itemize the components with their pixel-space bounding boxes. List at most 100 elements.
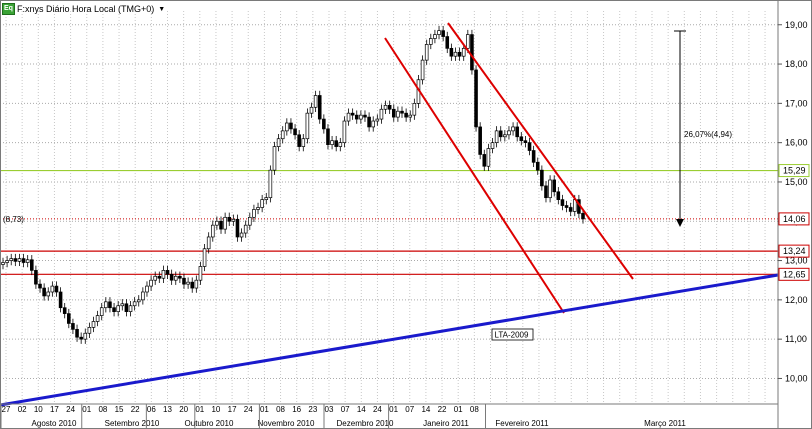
candle-body <box>62 307 67 314</box>
candle-body <box>309 106 314 114</box>
candle-body <box>252 209 256 218</box>
candle-body <box>511 126 515 132</box>
candle-body <box>75 328 79 338</box>
y-tick-label: 15,00 <box>785 177 808 187</box>
candle-body <box>507 130 511 136</box>
candle-body <box>136 299 141 303</box>
candle-body <box>95 315 100 322</box>
candle-body <box>560 199 565 206</box>
price-badge-text: 13,24 <box>783 246 806 256</box>
candle-body <box>445 36 450 49</box>
x-tick-label: 01 <box>454 405 463 414</box>
x-tick-label: 24 <box>66 405 75 414</box>
candle-body <box>30 259 34 271</box>
drawings: 26,07%(4,94) LTA-2009 (8,73) <box>0 22 779 407</box>
candle-body <box>404 112 408 118</box>
candle-body <box>375 118 380 122</box>
candle-body <box>498 130 503 138</box>
candle-body <box>568 207 573 212</box>
candle-body <box>21 258 26 263</box>
candle-body <box>285 122 289 132</box>
candle-body <box>206 236 211 250</box>
price-badge <box>778 244 810 258</box>
candle-body <box>371 120 376 128</box>
month-label: Outubro 2010 <box>185 419 234 428</box>
chart-title-bar[interactable]: Eq F:xnys Diário Hora Local (TMG+0) ▼ <box>2 2 165 16</box>
candle-body <box>108 301 112 309</box>
candle-body <box>124 303 129 312</box>
candle-body <box>466 34 470 49</box>
candle-body <box>297 134 301 147</box>
candle-body <box>437 30 441 35</box>
candle-body <box>38 283 42 289</box>
candle-body <box>46 291 51 297</box>
candle-body <box>453 51 458 57</box>
candle-body <box>239 232 244 238</box>
x-tick-label: 08 <box>276 405 285 414</box>
candle-body <box>67 313 71 324</box>
candle-body <box>280 130 285 140</box>
price-badge <box>778 164 810 178</box>
candle-body <box>515 126 519 138</box>
candle-body <box>334 140 338 147</box>
month-label: Março 2011 <box>644 419 686 428</box>
y-tick-label: 13,00 <box>785 256 808 266</box>
candle-body <box>141 291 145 301</box>
candle-body <box>326 128 330 145</box>
candle-body <box>173 275 178 281</box>
y-tick-label: 18,00 <box>785 59 808 69</box>
candle-body <box>248 216 252 226</box>
x-tick-label: 24 <box>373 405 382 414</box>
candle-body <box>42 287 46 297</box>
candle-body <box>400 110 404 114</box>
month-label: Agosto 2010 <box>32 419 77 428</box>
x-tick-label: 08 <box>470 405 479 414</box>
lta-trendline <box>0 273 779 407</box>
candle-body <box>5 260 9 263</box>
x-tick-label: 15 <box>115 405 124 414</box>
candle-body <box>408 114 413 118</box>
trend-label: LTA-2009 <box>491 328 534 341</box>
candle-body <box>305 112 310 140</box>
candle-body <box>210 224 215 238</box>
candle-body <box>272 146 277 171</box>
candle-body <box>293 128 297 136</box>
candle-body <box>194 279 199 289</box>
candle-body <box>359 114 363 120</box>
measure-label: 26,07%(4,94) <box>684 130 732 139</box>
y-tick-label: 12,00 <box>785 295 808 305</box>
candle-body <box>540 169 544 187</box>
candle-body <box>391 108 396 118</box>
y-tick-label: 17,00 <box>785 98 808 108</box>
x-tick-label: 10 <box>211 405 220 414</box>
candle-body <box>231 218 236 222</box>
x-tick-label: 07 <box>405 405 414 414</box>
candle-body <box>178 275 182 279</box>
candle-body <box>145 285 149 293</box>
candle-body <box>424 44 429 61</box>
candle-body <box>9 258 14 261</box>
x-tick-label: 27 <box>2 405 11 414</box>
candle-body <box>519 136 524 142</box>
month-label: Novembro 2010 <box>258 419 315 428</box>
price-badge-text: 15,29 <box>783 166 806 176</box>
y-tick-label: 19,00 <box>785 20 808 30</box>
candle-body <box>429 38 433 45</box>
candle-body <box>153 275 157 281</box>
candle-body <box>25 259 30 263</box>
candle-body <box>235 218 240 238</box>
candle-body <box>301 138 306 147</box>
chevron-down-icon[interactable]: ▼ <box>158 5 166 13</box>
x-tick-label: 24 <box>244 405 253 414</box>
candle-body <box>367 116 371 128</box>
candle-body <box>190 281 195 289</box>
candle-body <box>490 142 495 149</box>
candle-body <box>161 270 166 279</box>
candle-body <box>548 179 552 199</box>
candle-body <box>104 301 108 309</box>
candle-body <box>461 47 466 57</box>
candle-body <box>112 307 116 312</box>
horizontal-levels <box>0 169 778 275</box>
